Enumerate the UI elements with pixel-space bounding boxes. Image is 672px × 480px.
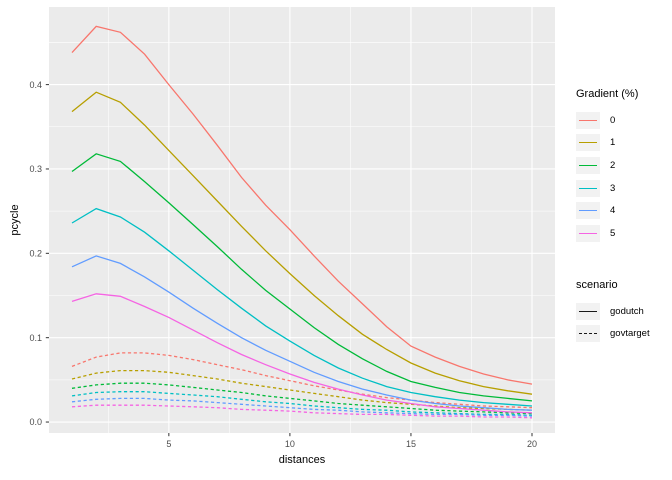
legend-key [576,179,600,197]
legend-item-scenario-godutch: godutch [576,300,672,323]
legend-key [576,202,600,220]
grid-minor [49,7,555,433]
svg-text:0.0: 0.0 [29,417,42,427]
svg-text:0.3: 0.3 [29,164,42,174]
legend-item-gradient-1: 1 [576,132,672,155]
solid-line-icon [579,164,597,166]
solid-line-icon [579,232,597,234]
legend-gradient-title: Gradient (%) [576,88,639,100]
x-axis-title: distances [278,454,326,466]
axis-tick-labels: 5 10 15 20 0.0 0.1 0.2 0.3 0.4 [29,80,537,449]
y-axis-title: pcycle [9,204,21,236]
axis-ticks [45,84,533,437]
legend-item-label: 3 [610,182,616,194]
solid-line-icon [579,142,597,144]
legend-item-gradient-0: 0 [576,109,672,132]
series-godutch-gradient-2 [71,153,533,402]
series-godutch-gradient-5 [71,293,533,414]
series-godutch-gradient-0 [71,25,533,385]
series-godutch-gradient-3 [71,207,533,407]
legend-item-gradient-5: 5 [576,222,672,245]
legend-item-label: 2 [610,159,616,171]
legend-gradient: Gradient (%) 0 1 2 3 4 5 [576,88,672,245]
solid-line-icon [579,119,597,121]
svg-text:5: 5 [166,439,171,449]
legend-key [576,302,600,320]
legend-item-label: 1 [610,137,616,149]
svg-text:0.4: 0.4 [29,80,42,90]
legend-item-label: 0 [610,114,616,126]
legend-item-label: 5 [610,227,616,239]
legend-scenario-title: scenario [576,279,618,291]
dashed-line-icon [579,333,597,335]
series-govtarget-gradient-1 [71,369,533,411]
legend-item-label: govtarget [610,328,650,340]
legend-key [576,224,600,242]
legend-key [576,134,600,152]
legend-key [576,325,600,343]
series-govtarget-gradient-0 [71,352,533,409]
svg-text:20: 20 [527,439,537,449]
series-godutch-gradient-1 [71,91,533,395]
svg-text:10: 10 [285,439,295,449]
legend-item-gradient-2: 2 [576,154,672,177]
legend-item-label: godutch [610,305,644,317]
solid-line-icon [579,210,597,212]
legend-item-gradient-3: 3 [576,177,672,200]
plot-panel [49,7,555,433]
series-govtarget-gradient-2 [71,382,533,415]
svg-text:0.1: 0.1 [29,333,42,343]
svg-text:0.2: 0.2 [29,249,42,259]
series-govtarget-gradient-5 [71,404,533,419]
legend-key [576,156,600,174]
legend-item-label: 4 [610,205,616,217]
solid-line-icon [579,187,597,189]
legend-item-gradient-4: 4 [576,199,672,222]
series-govtarget-gradient-4 [71,397,533,417]
legend-item-scenario-govtarget: govtarget [576,323,672,346]
svg-text:15: 15 [406,439,416,449]
legend-scenario: scenario godutch govtarget [576,279,672,345]
series-govtarget-gradient-3 [71,391,533,416]
series-godutch-gradient-4 [71,255,533,411]
legend-key [576,111,600,129]
solid-line-icon [579,310,597,312]
